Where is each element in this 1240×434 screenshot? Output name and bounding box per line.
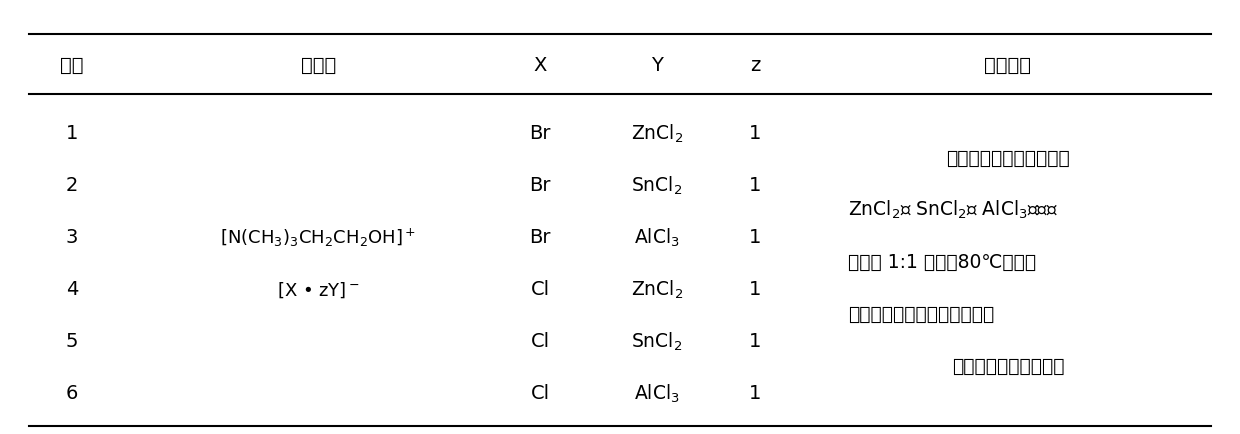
Text: Br: Br xyxy=(529,177,551,195)
Text: 3: 3 xyxy=(66,228,78,247)
Text: X: X xyxy=(533,56,547,76)
Text: 拌直至形成均一的透明液体，: 拌直至形成均一的透明液体， xyxy=(848,305,994,324)
Text: Br: Br xyxy=(529,125,551,144)
Text: Y: Y xyxy=(651,56,663,76)
Text: Cl: Cl xyxy=(531,384,549,403)
Text: Cl: Cl xyxy=(531,280,549,299)
Text: z: z xyxy=(750,56,760,76)
Text: 1: 1 xyxy=(749,177,761,195)
Text: 1: 1 xyxy=(749,332,761,351)
Text: 2: 2 xyxy=(66,177,78,195)
Text: 密封干燥保存，备用。: 密封干燥保存，备用。 xyxy=(952,356,1064,375)
Text: 将渴化胆碱或氯化胆碱与: 将渴化胆碱或氯化胆碱与 xyxy=(946,149,1070,168)
Text: 序号: 序号 xyxy=(61,56,83,76)
Text: Cl: Cl xyxy=(531,332,549,351)
Text: ZnCl$_2$: ZnCl$_2$ xyxy=(631,279,683,301)
Text: [X • zY]$^-$: [X • zY]$^-$ xyxy=(277,280,360,299)
Text: 表达式: 表达式 xyxy=(300,56,336,76)
Text: 4: 4 xyxy=(66,280,78,299)
Text: 1: 1 xyxy=(749,125,761,144)
Text: SnCl$_2$: SnCl$_2$ xyxy=(631,175,683,197)
Text: 1: 1 xyxy=(749,280,761,299)
Text: 尔比例 1:1 混合，80℃加热搔: 尔比例 1:1 混合，80℃加热搔 xyxy=(848,253,1035,272)
Text: ZnCl$_2$: ZnCl$_2$ xyxy=(631,123,683,145)
Text: 1: 1 xyxy=(66,125,78,144)
Text: AlCl$_3$: AlCl$_3$ xyxy=(634,227,680,249)
Text: SnCl$_2$: SnCl$_2$ xyxy=(631,331,683,353)
Text: [N(CH$_3$)$_3$CH$_2$CH$_2$OH]$^+$: [N(CH$_3$)$_3$CH$_2$CH$_2$OH]$^+$ xyxy=(221,227,417,249)
Text: ZnCl$_2$或 SnCl$_2$或 AlCl$_3$按照摸: ZnCl$_2$或 SnCl$_2$或 AlCl$_3$按照摸 xyxy=(848,199,1058,221)
Text: 5: 5 xyxy=(66,332,78,351)
Text: 制备方法: 制备方法 xyxy=(985,56,1032,76)
Text: 1: 1 xyxy=(749,384,761,403)
Text: 6: 6 xyxy=(66,384,78,403)
Text: 1: 1 xyxy=(749,228,761,247)
Text: Br: Br xyxy=(529,228,551,247)
Text: AlCl$_3$: AlCl$_3$ xyxy=(634,382,680,405)
